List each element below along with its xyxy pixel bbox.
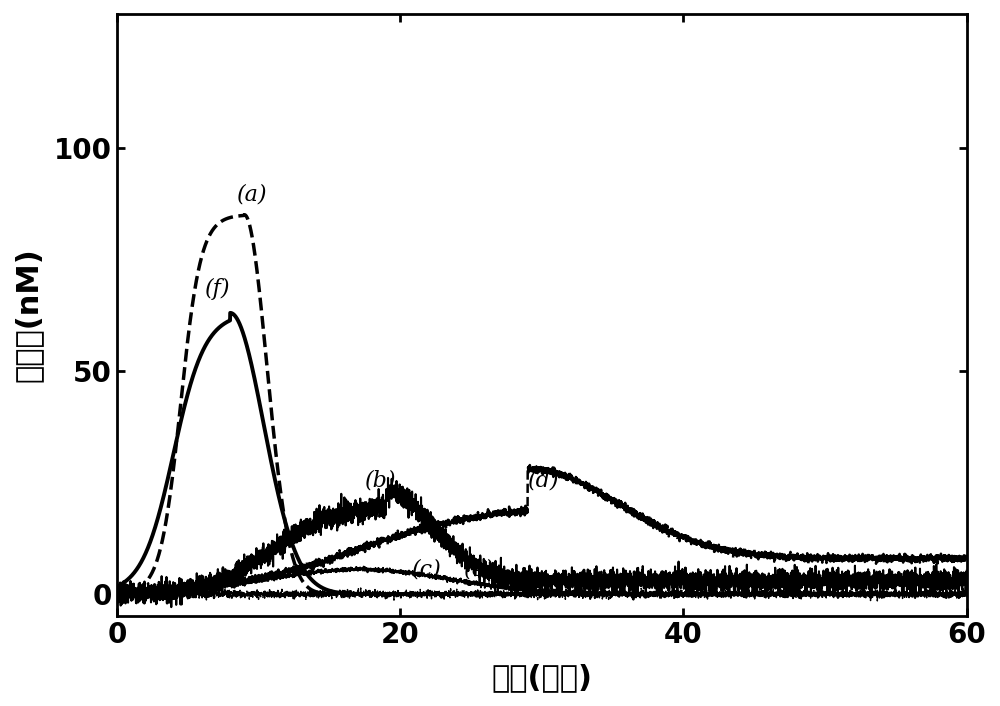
Text: (d): (d) [528,469,559,491]
Text: (f): (f) [205,277,230,299]
Y-axis label: 凝血醂(nM): 凝血醂(nM) [14,248,43,383]
Text: (c): (c) [411,558,441,580]
X-axis label: 时间(分钟): 时间(分钟) [491,663,592,692]
Text: (b): (b) [365,469,396,491]
Text: (a): (a) [237,184,268,205]
Text: (e): (e) [464,558,494,580]
